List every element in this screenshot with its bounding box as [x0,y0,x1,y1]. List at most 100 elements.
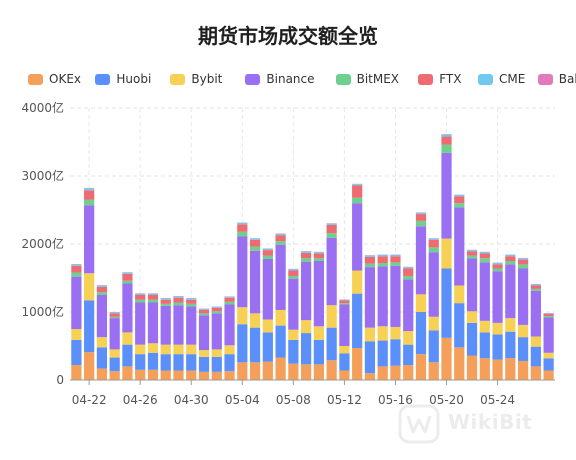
bar-segment-cme [275,233,286,236]
bar-segment-binance [147,302,159,344]
bar-segment-bybit [186,344,197,355]
bar-segment-bitmex [326,233,337,238]
bar-stack-05-06 [262,248,273,380]
bar-segment-okex [415,354,427,380]
bar-segment-bitmex [211,311,222,314]
bar-segment-okex [147,369,159,380]
bar-segment-huobi [109,357,120,372]
x-tick-label: 05-16 [378,393,413,407]
legend-item-bitmex[interactable]: BitMEX [335,70,399,88]
bar-segment-bitmex [339,303,350,305]
bar-segment-okex [492,359,503,380]
bar-segment-binance [275,244,286,310]
bar-stack-05-01 [198,308,210,380]
bar-segment-ftx [262,250,273,256]
bar-segment-ftx [198,309,210,314]
bar-segment-bitmex [466,255,478,259]
bar-segment-ftx [364,256,376,264]
bar-segment-huobi [543,358,554,371]
bar-stack-05-09 [301,251,312,380]
bar-segment-bybit [147,343,159,353]
bar-segment-binance [454,207,465,286]
bar-stack-05-05 [249,238,261,380]
bar-segment-bitmex [122,280,133,284]
legend-item-bybit[interactable]: Bybit [170,70,222,88]
bar-segment-okex [288,363,299,380]
bar-segment-binance [428,252,439,317]
bar-segment-ftx [390,256,401,263]
bar-segment-cme [403,267,414,269]
bar-segment-ftx [313,253,324,259]
bar-segment-binance [377,266,388,327]
legend-item-okex[interactable]: OKEx [28,70,81,88]
bar-segment-okex [211,371,222,380]
bar-stack-04-25 [122,272,133,380]
bar-segment-cme [198,308,210,310]
legend-label: Huobi [116,72,152,86]
bar-segment-bitmex [249,246,261,251]
bar-segment-ftx [530,285,541,289]
bar-stack-05-21 [454,194,465,380]
bar-segment-ftx [96,286,108,293]
bar-segment-cme [454,195,465,197]
x-tick-label: 04-26 [123,393,158,407]
bar-segment-cme [237,222,248,225]
bar-segment-bitmex [288,275,299,279]
bar-segment-bybit [530,336,541,347]
bar-stack-05-22 [466,249,478,380]
bar-segment-bybit [543,352,554,359]
legend-item-cme[interactable]: CME [478,70,525,88]
bar-segment-huobi [403,344,414,366]
x-tick-label: 04-30 [174,393,209,407]
bar-segment-ftx [160,299,171,304]
bar-segment-binance [415,226,427,295]
bar-segment-cme [313,252,324,254]
x-tick-label: 05-08 [276,393,311,407]
bar-segment-bitmex [147,299,159,303]
bar-segment-cme [415,212,427,215]
bar-segment-okex [505,358,516,380]
y-tick-label: 2000亿 [21,236,64,251]
legend-swatch [335,73,351,85]
legend-item-huobi[interactable]: Huobi [95,70,151,88]
legend-item-ftx[interactable]: FTX [418,70,461,88]
bar-segment-huobi [428,330,439,363]
legend-item-binance[interactable]: Binance [245,70,315,88]
legend-item-bakkt[interactable]: Bakkt [537,70,576,88]
bar-segment-binance [403,279,414,332]
bar-stack-05-19 [428,238,439,380]
bar-segment-binance [186,306,197,345]
y-tick-label: 4000亿 [21,100,64,115]
bar-segment-ftx [543,314,554,317]
legend-swatch [537,73,553,85]
watermark-text: WikiBit [448,410,533,434]
bar-segment-cme [390,254,401,257]
bar-segment-ftx [109,313,120,317]
bar-segment-binance [211,313,222,350]
bar-segment-bitmex [377,263,388,267]
bar-segment-bitmex [71,272,82,277]
bar-segment-cme [441,134,452,137]
x-tick-label: 05-20 [429,393,464,407]
bar-segment-bitmex [505,261,516,265]
bar-segment-huobi [224,354,235,372]
bar-segment-cme [326,223,337,225]
bar-segment-bitmex [428,247,439,253]
bar-segment-cme [122,272,133,274]
bar-segment-huobi [198,356,210,372]
bar-segment-ftx [211,307,222,312]
bar-segment-huobi [147,352,159,370]
bar-segment-ftx [454,196,465,204]
bar-segment-ftx [492,264,503,269]
bar-segment-bitmex [313,258,324,261]
bar-segment-okex [237,362,248,380]
bar-segment-okex [364,373,376,380]
legend-label: Bakkt [558,72,576,86]
bar-segment-binance [326,237,337,306]
bar-stack-05-23 [479,251,490,380]
bar-segment-huobi [275,325,286,358]
bar-segment-binance [339,304,350,346]
bar-segment-ftx [288,270,299,276]
bar-segment-cme [428,238,439,240]
bar-segment-okex [301,364,312,380]
